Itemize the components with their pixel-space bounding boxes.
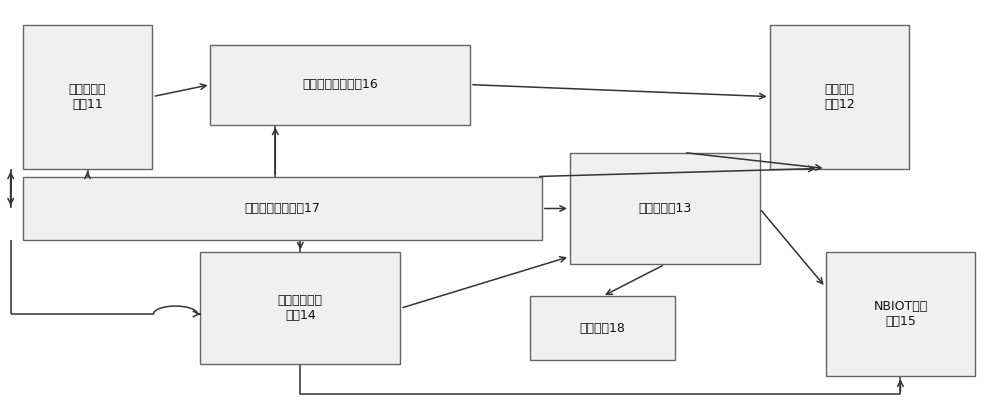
FancyBboxPatch shape	[200, 253, 400, 365]
FancyBboxPatch shape	[210, 45, 470, 125]
FancyBboxPatch shape	[23, 25, 152, 168]
Text: 电流传感器
模兗11: 电流传感器 模兗11	[69, 83, 106, 111]
FancyBboxPatch shape	[570, 152, 760, 264]
Text: 太阳能供电板模兗17: 太阳能供电板模兗17	[244, 202, 320, 215]
Text: 显示模兗18: 显示模兗18	[579, 322, 625, 335]
Text: NBIOT通信
模兗15: NBIOT通信 模兗15	[873, 300, 928, 328]
FancyBboxPatch shape	[530, 296, 675, 360]
Text: 处理器模兗13: 处理器模兗13	[638, 202, 691, 215]
FancyBboxPatch shape	[770, 25, 909, 168]
Text: 雷击计数电路
模兗14: 雷击计数电路 模兗14	[278, 294, 323, 322]
FancyBboxPatch shape	[826, 253, 975, 376]
Text: 信号处理电路模块16: 信号处理电路模块16	[302, 78, 378, 91]
FancyBboxPatch shape	[23, 176, 542, 241]
Text: 采样电路
模兗12: 采样电路 模兗12	[824, 83, 855, 111]
